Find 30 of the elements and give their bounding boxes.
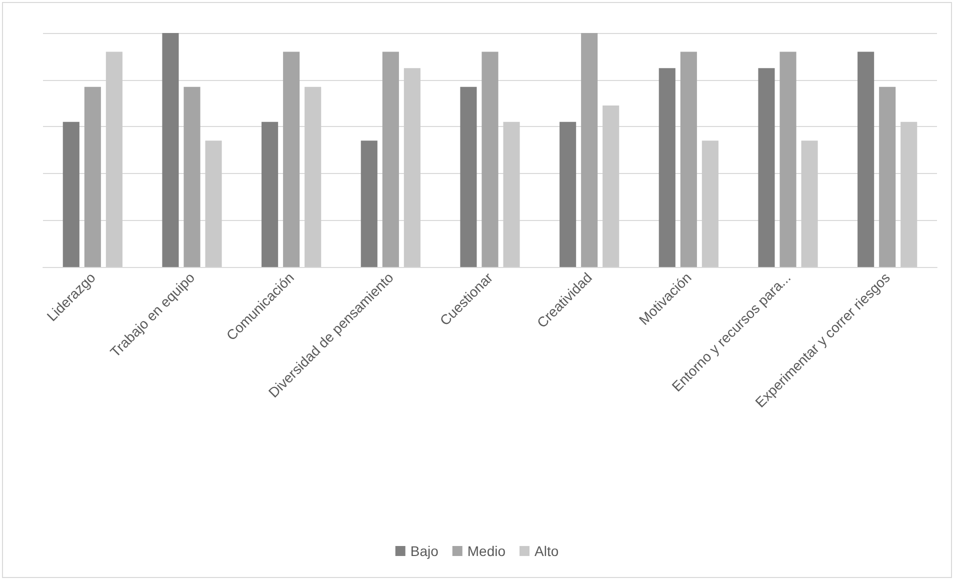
bar [360,140,378,267]
bar [205,140,222,267]
legend-label: Medio [467,543,506,559]
bar [658,68,676,267]
bar [404,68,420,267]
bar [283,52,300,267]
bar [680,52,697,267]
bar [482,52,498,267]
bar [162,33,179,267]
bar [382,52,399,267]
bar [460,86,477,267]
bar [758,68,775,267]
bar [780,52,796,267]
bar [858,52,874,267]
bar [62,122,80,267]
bar [879,86,896,267]
bar [84,86,101,267]
bar [801,140,818,267]
bar [581,33,598,267]
bar [184,86,200,267]
bar [602,106,620,267]
bar [262,122,278,267]
bar [503,122,520,267]
legend-label: Alto [534,543,559,559]
bar [702,140,718,267]
bar [106,52,122,267]
bar [304,86,322,267]
bar [560,122,576,267]
legend-label: Bajo [410,543,439,559]
bar [900,122,918,267]
